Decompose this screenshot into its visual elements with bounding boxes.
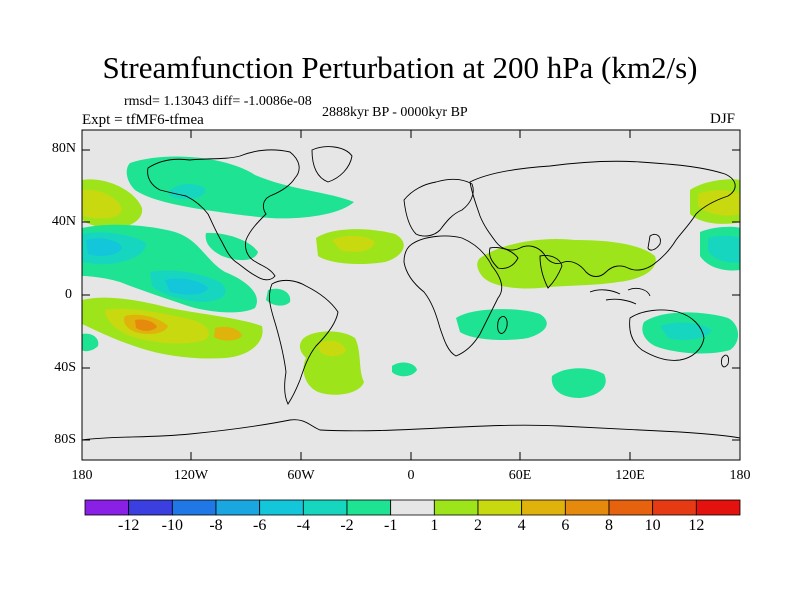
contour-region (332, 235, 375, 252)
contour-region (299, 331, 364, 395)
colorbar-swatch (390, 499, 435, 516)
lat-label: 40S (54, 360, 76, 375)
colorbar-swatch (302, 499, 348, 516)
lon-label: 120W (173, 468, 209, 483)
contour-region (205, 232, 258, 261)
coastline-africa (403, 235, 503, 357)
coastline-arabia (489, 247, 519, 269)
coastline-australia (629, 309, 705, 361)
colorbar-swatch (84, 499, 130, 516)
colorbar-swatch (652, 499, 697, 516)
coastline-madagascar (497, 315, 508, 334)
colorbar-tick-label: -12 (117, 517, 140, 534)
lon-label: 0 (407, 468, 415, 483)
coastline-antarctica (82, 419, 740, 441)
contour-region (165, 278, 208, 295)
contour-region (392, 362, 417, 377)
colorbar-swatch (521, 499, 566, 516)
axis-ticks (82, 130, 740, 460)
colorbar (84, 499, 741, 516)
contour-region (477, 238, 656, 289)
colorbar-tick-label: 6 (561, 517, 570, 534)
season-label: DJF (710, 111, 736, 127)
contour-region (135, 319, 157, 331)
coastline-japan (647, 233, 661, 251)
contour-region (168, 184, 206, 200)
coastline-asia (469, 160, 736, 277)
colorbar-swatch (695, 499, 741, 516)
lat-label: 0 (65, 287, 72, 302)
coastline-indonesia (589, 287, 651, 305)
lon-label: 180 (71, 468, 93, 483)
colorbar-tick-label: -6 (252, 517, 267, 534)
lon-label: 60W (287, 468, 315, 483)
colorbar-tick-label: -10 (161, 517, 183, 534)
colorbar-tick-label: -2 (340, 517, 354, 534)
colorbar-tick-label: 4 (517, 517, 526, 534)
lat-label: 80S (54, 432, 76, 447)
colorbar-swatch (128, 499, 173, 516)
contour-region (126, 156, 354, 219)
contour-region (214, 326, 242, 341)
colorbar-tick-label: -8 (209, 517, 223, 534)
colorbar-swatch (215, 499, 261, 516)
coastline-new-zealand (721, 354, 729, 368)
contour-fill (82, 156, 740, 398)
contour-region (698, 190, 740, 216)
stats-label: rmsd= 1.13043 diff= -1.0086e-08 (124, 94, 312, 109)
coastline-india (539, 255, 563, 289)
colorbar-swatch (259, 499, 304, 516)
colorbar-swatch (346, 499, 392, 516)
coastline-north-america (147, 149, 300, 281)
colorbar-tick-label: -4 (296, 517, 310, 534)
colorbar-tick-label: 2 (474, 517, 482, 534)
coastline-south-america (269, 279, 339, 405)
contour-region (456, 309, 547, 340)
colorbar-tick-label: 1 (430, 517, 439, 534)
experiment-label: Expt = tfMF6-tfmea (82, 112, 204, 128)
coastline-greenland (311, 146, 353, 183)
colorbar-swatch (564, 499, 610, 516)
contour-region (82, 189, 122, 219)
lat-label: 80N (51, 141, 76, 156)
period-label: 2888kyr BP - 0000kyr BP (322, 105, 468, 120)
contour-region (318, 340, 346, 357)
contour-region (708, 235, 740, 263)
colorbar-tick-label: 8 (605, 517, 613, 534)
colorbar-tick-label: 10 (644, 517, 661, 534)
lat-label: 40N (51, 214, 76, 229)
colorbar-tick-label: 12 (688, 517, 705, 534)
contour-region (86, 238, 122, 256)
lon-label: 120E (615, 468, 645, 483)
colorbar-swatch (608, 499, 654, 516)
contour-region (266, 288, 291, 306)
coastlines (82, 146, 740, 441)
colorbar-swatch (433, 499, 479, 516)
page-title: Streamfunction Perturbation at 200 hPa (… (102, 50, 698, 85)
colorbar-swatch (171, 499, 217, 516)
contour-region (551, 368, 606, 398)
colorbar-swatch (477, 499, 523, 516)
contour-region (82, 333, 99, 352)
lon-label: 60E (508, 468, 532, 483)
coastline-europe (403, 178, 474, 237)
colorbar-tick-label: -1 (383, 517, 398, 534)
lon-label: 180 (729, 468, 751, 483)
